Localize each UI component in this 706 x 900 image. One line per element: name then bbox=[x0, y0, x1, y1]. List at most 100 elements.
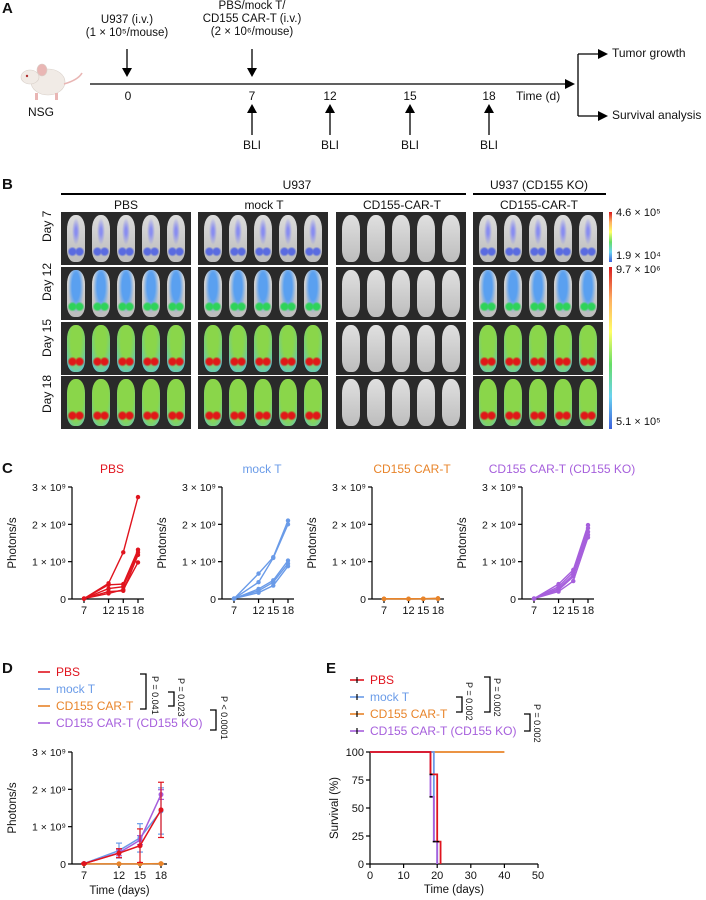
data-point bbox=[116, 850, 122, 856]
arrow-right-icon bbox=[598, 49, 608, 59]
data-point bbox=[531, 596, 537, 601]
data-point bbox=[585, 525, 591, 531]
mouse-bli-image bbox=[392, 215, 410, 262]
legend-item: CD155 CAR-T (CD155 KO) bbox=[56, 716, 202, 730]
mouse-bli-image bbox=[554, 379, 572, 426]
x-tick-label: 20 bbox=[431, 870, 443, 882]
mouse-bli-image bbox=[479, 270, 497, 317]
bli-image bbox=[336, 212, 466, 265]
mouse-bli-image bbox=[92, 379, 110, 426]
x-tick-label: 18 bbox=[132, 605, 144, 615]
y-tick-label: 1 × 10⁹ bbox=[182, 557, 216, 569]
data-point bbox=[256, 571, 261, 576]
x-tick-label: 18 bbox=[432, 605, 444, 615]
data-point bbox=[231, 596, 237, 601]
survival-curve bbox=[370, 751, 442, 864]
data-point bbox=[135, 494, 141, 500]
chart-title: CD155 CAR-T (CD155 KO) bbox=[489, 462, 635, 476]
x-tick-label: 12 bbox=[252, 605, 264, 615]
mouse-bli-image bbox=[117, 270, 135, 317]
bli-image bbox=[198, 267, 328, 320]
series-line bbox=[233, 520, 289, 600]
x-axis-label: Time (days) bbox=[89, 885, 149, 897]
x-tick-label: 15 bbox=[567, 605, 579, 615]
p-value: P = 0.041 bbox=[150, 676, 160, 715]
series-line bbox=[83, 552, 139, 600]
y-tick-label: 0 bbox=[60, 859, 66, 871]
mouse-bli-image bbox=[117, 215, 135, 262]
x-tick-label: 7 bbox=[531, 605, 537, 615]
survival-curve bbox=[370, 751, 439, 864]
sig-bracket bbox=[524, 713, 531, 732]
y-axis-label: Photons/s bbox=[457, 517, 469, 568]
bli-image bbox=[198, 376, 328, 429]
mouse-bli-image bbox=[554, 215, 572, 262]
arrow-up-icon bbox=[247, 104, 257, 113]
series-line bbox=[233, 524, 289, 600]
x-tick-label: 50 bbox=[532, 870, 544, 882]
mouse-bli-image bbox=[92, 270, 110, 317]
mouse-bli-image bbox=[279, 215, 297, 262]
x-tick-label: 12 bbox=[113, 870, 125, 882]
legend-item: CD155 CAR-T (CD155 KO) bbox=[370, 724, 516, 738]
y-tick-label: 0 bbox=[358, 859, 364, 871]
series-line bbox=[83, 562, 139, 600]
bli-image bbox=[61, 267, 191, 320]
series-line bbox=[233, 563, 289, 600]
arrow-right-icon bbox=[598, 111, 608, 121]
panel-b-label: B bbox=[2, 176, 13, 193]
mouse-bli-image bbox=[167, 270, 185, 317]
series-line bbox=[83, 809, 162, 865]
mouse-bli-image bbox=[504, 270, 522, 317]
mouse-bli-image bbox=[254, 215, 272, 262]
injection-2-line2: CD155 CAR-T (i.v.) bbox=[202, 13, 302, 25]
data-point bbox=[271, 583, 276, 588]
chart-title: CD155 CAR-T bbox=[373, 462, 451, 476]
subgroup-mock-t: mock T bbox=[244, 198, 284, 212]
bli-image bbox=[61, 376, 191, 429]
y-tick-label: 0 bbox=[510, 594, 516, 606]
mouse-bli-image bbox=[67, 215, 85, 262]
chart-title: PBS bbox=[100, 462, 124, 476]
y-tick-label: 2 × 10⁹ bbox=[332, 519, 366, 531]
data-point bbox=[585, 535, 591, 540]
timepoint-15: 15 bbox=[403, 89, 417, 103]
subgroup-cd155-car-t-ko: CD155-CAR-T bbox=[499, 198, 579, 212]
row-label-day15: Day 15 bbox=[40, 318, 54, 357]
data-point bbox=[121, 550, 126, 555]
timeline-arrowhead bbox=[565, 79, 575, 89]
timepoint-18: 18 bbox=[482, 89, 496, 103]
timepoint-12: 12 bbox=[323, 89, 337, 103]
mouse-bli-image bbox=[117, 379, 135, 426]
injection-2-line3: (2 × 10⁶/mouse) bbox=[210, 26, 294, 38]
data-point bbox=[106, 591, 111, 596]
series-line bbox=[83, 810, 162, 865]
scale1-min: 1.9 × 10⁴ bbox=[616, 250, 661, 262]
data-point bbox=[116, 861, 122, 867]
legend-item: mock T bbox=[56, 682, 96, 696]
mouse-bli-image bbox=[92, 215, 110, 262]
survival-curve bbox=[370, 751, 439, 864]
arrow-down-icon bbox=[247, 68, 257, 77]
mouse-bli-image bbox=[417, 215, 435, 262]
scale2-max: 9.7 × 10⁶ bbox=[616, 264, 661, 276]
mouse-bli-image bbox=[554, 325, 572, 372]
p-value: P < 0.0001 bbox=[219, 696, 229, 740]
data-point bbox=[137, 843, 143, 849]
panel-a-label: A bbox=[2, 0, 13, 17]
x-tick-label: 10 bbox=[397, 870, 409, 882]
p-value: P = 0.002 bbox=[464, 682, 474, 721]
data-point bbox=[271, 555, 276, 561]
mouse-bli-image bbox=[479, 379, 497, 426]
series-line bbox=[233, 560, 289, 600]
x-tick-label: 30 bbox=[465, 870, 477, 882]
data-point bbox=[256, 590, 261, 595]
mouse-bli-image bbox=[529, 270, 547, 317]
mouse-bli-image bbox=[579, 379, 597, 426]
bli-image bbox=[198, 322, 328, 375]
mouse-bli-image bbox=[579, 215, 597, 262]
bli-image bbox=[336, 376, 466, 429]
x-tick-label: 15 bbox=[117, 605, 129, 615]
bli-label: BLI bbox=[320, 138, 340, 152]
